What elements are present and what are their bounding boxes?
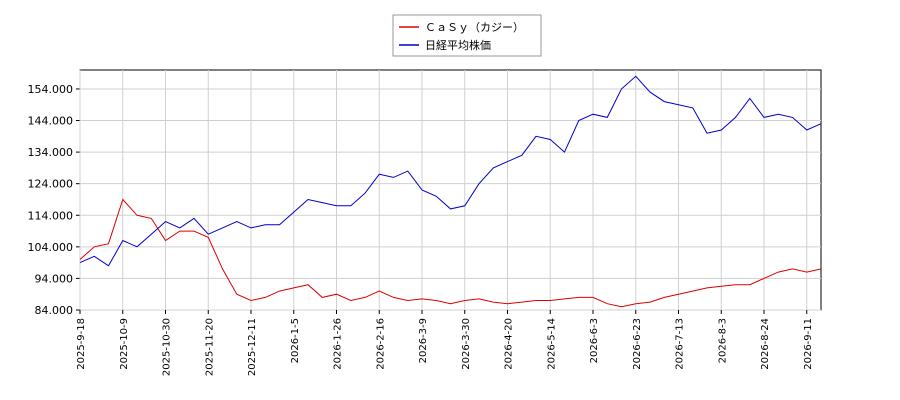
x-tick-label: 2025-11-20 bbox=[204, 318, 215, 376]
plot-frame bbox=[79, 69, 822, 311]
x-tick-label: 2025-10-30 bbox=[162, 318, 173, 376]
y-tick-label: 154.000 bbox=[28, 83, 74, 96]
legend-label: ＣａＳｙ（カジー） bbox=[425, 21, 524, 34]
series-line bbox=[79, 198, 822, 308]
x-tick-label: 2026-8-24 bbox=[760, 318, 771, 370]
y-tick-label: 104.000 bbox=[28, 241, 74, 254]
x-tick-label: 2026-9-11 bbox=[803, 318, 814, 370]
x-tick-label: 2025-9-18 bbox=[76, 318, 87, 370]
y-tick-label: 144.000 bbox=[28, 115, 74, 128]
x-tick-label: 2026-3-9 bbox=[418, 318, 429, 363]
legend-box bbox=[392, 14, 542, 57]
y-tick-label: 114.000 bbox=[28, 209, 74, 222]
y-tick-label: 134.000 bbox=[28, 146, 74, 159]
y-tick-label: 94.000 bbox=[35, 272, 74, 285]
x-tick-label: 2026-1-26 bbox=[333, 318, 344, 370]
x-tick-label: 2026-7-13 bbox=[675, 318, 686, 370]
x-tick-label: 2026-6-23 bbox=[632, 318, 643, 370]
x-tick-label: 2026-8-3 bbox=[717, 318, 728, 363]
legend-label: 日経平均株価 bbox=[425, 38, 491, 52]
legend: ＣａＳｙ（カジー） 日経平均株価 bbox=[392, 14, 542, 57]
x-tick-label: 2026-3-30 bbox=[461, 318, 472, 370]
x-tick-label: 2026-1-5 bbox=[290, 318, 301, 363]
y-tick-label: 124.000 bbox=[28, 178, 74, 191]
x-tick-label: 2025-10-9 bbox=[119, 318, 130, 370]
x-tick-label: 2025-12-11 bbox=[247, 318, 258, 376]
y-tick-label: 84.000 bbox=[35, 304, 74, 317]
x-tick-label: 2026-6-3 bbox=[589, 318, 600, 363]
series-line bbox=[79, 75, 822, 267]
x-tick-label: 2026-5-14 bbox=[546, 318, 557, 370]
x-tick-label: 2026-4-20 bbox=[504, 318, 515, 370]
x-tick-label: 2026-2-16 bbox=[375, 318, 386, 370]
